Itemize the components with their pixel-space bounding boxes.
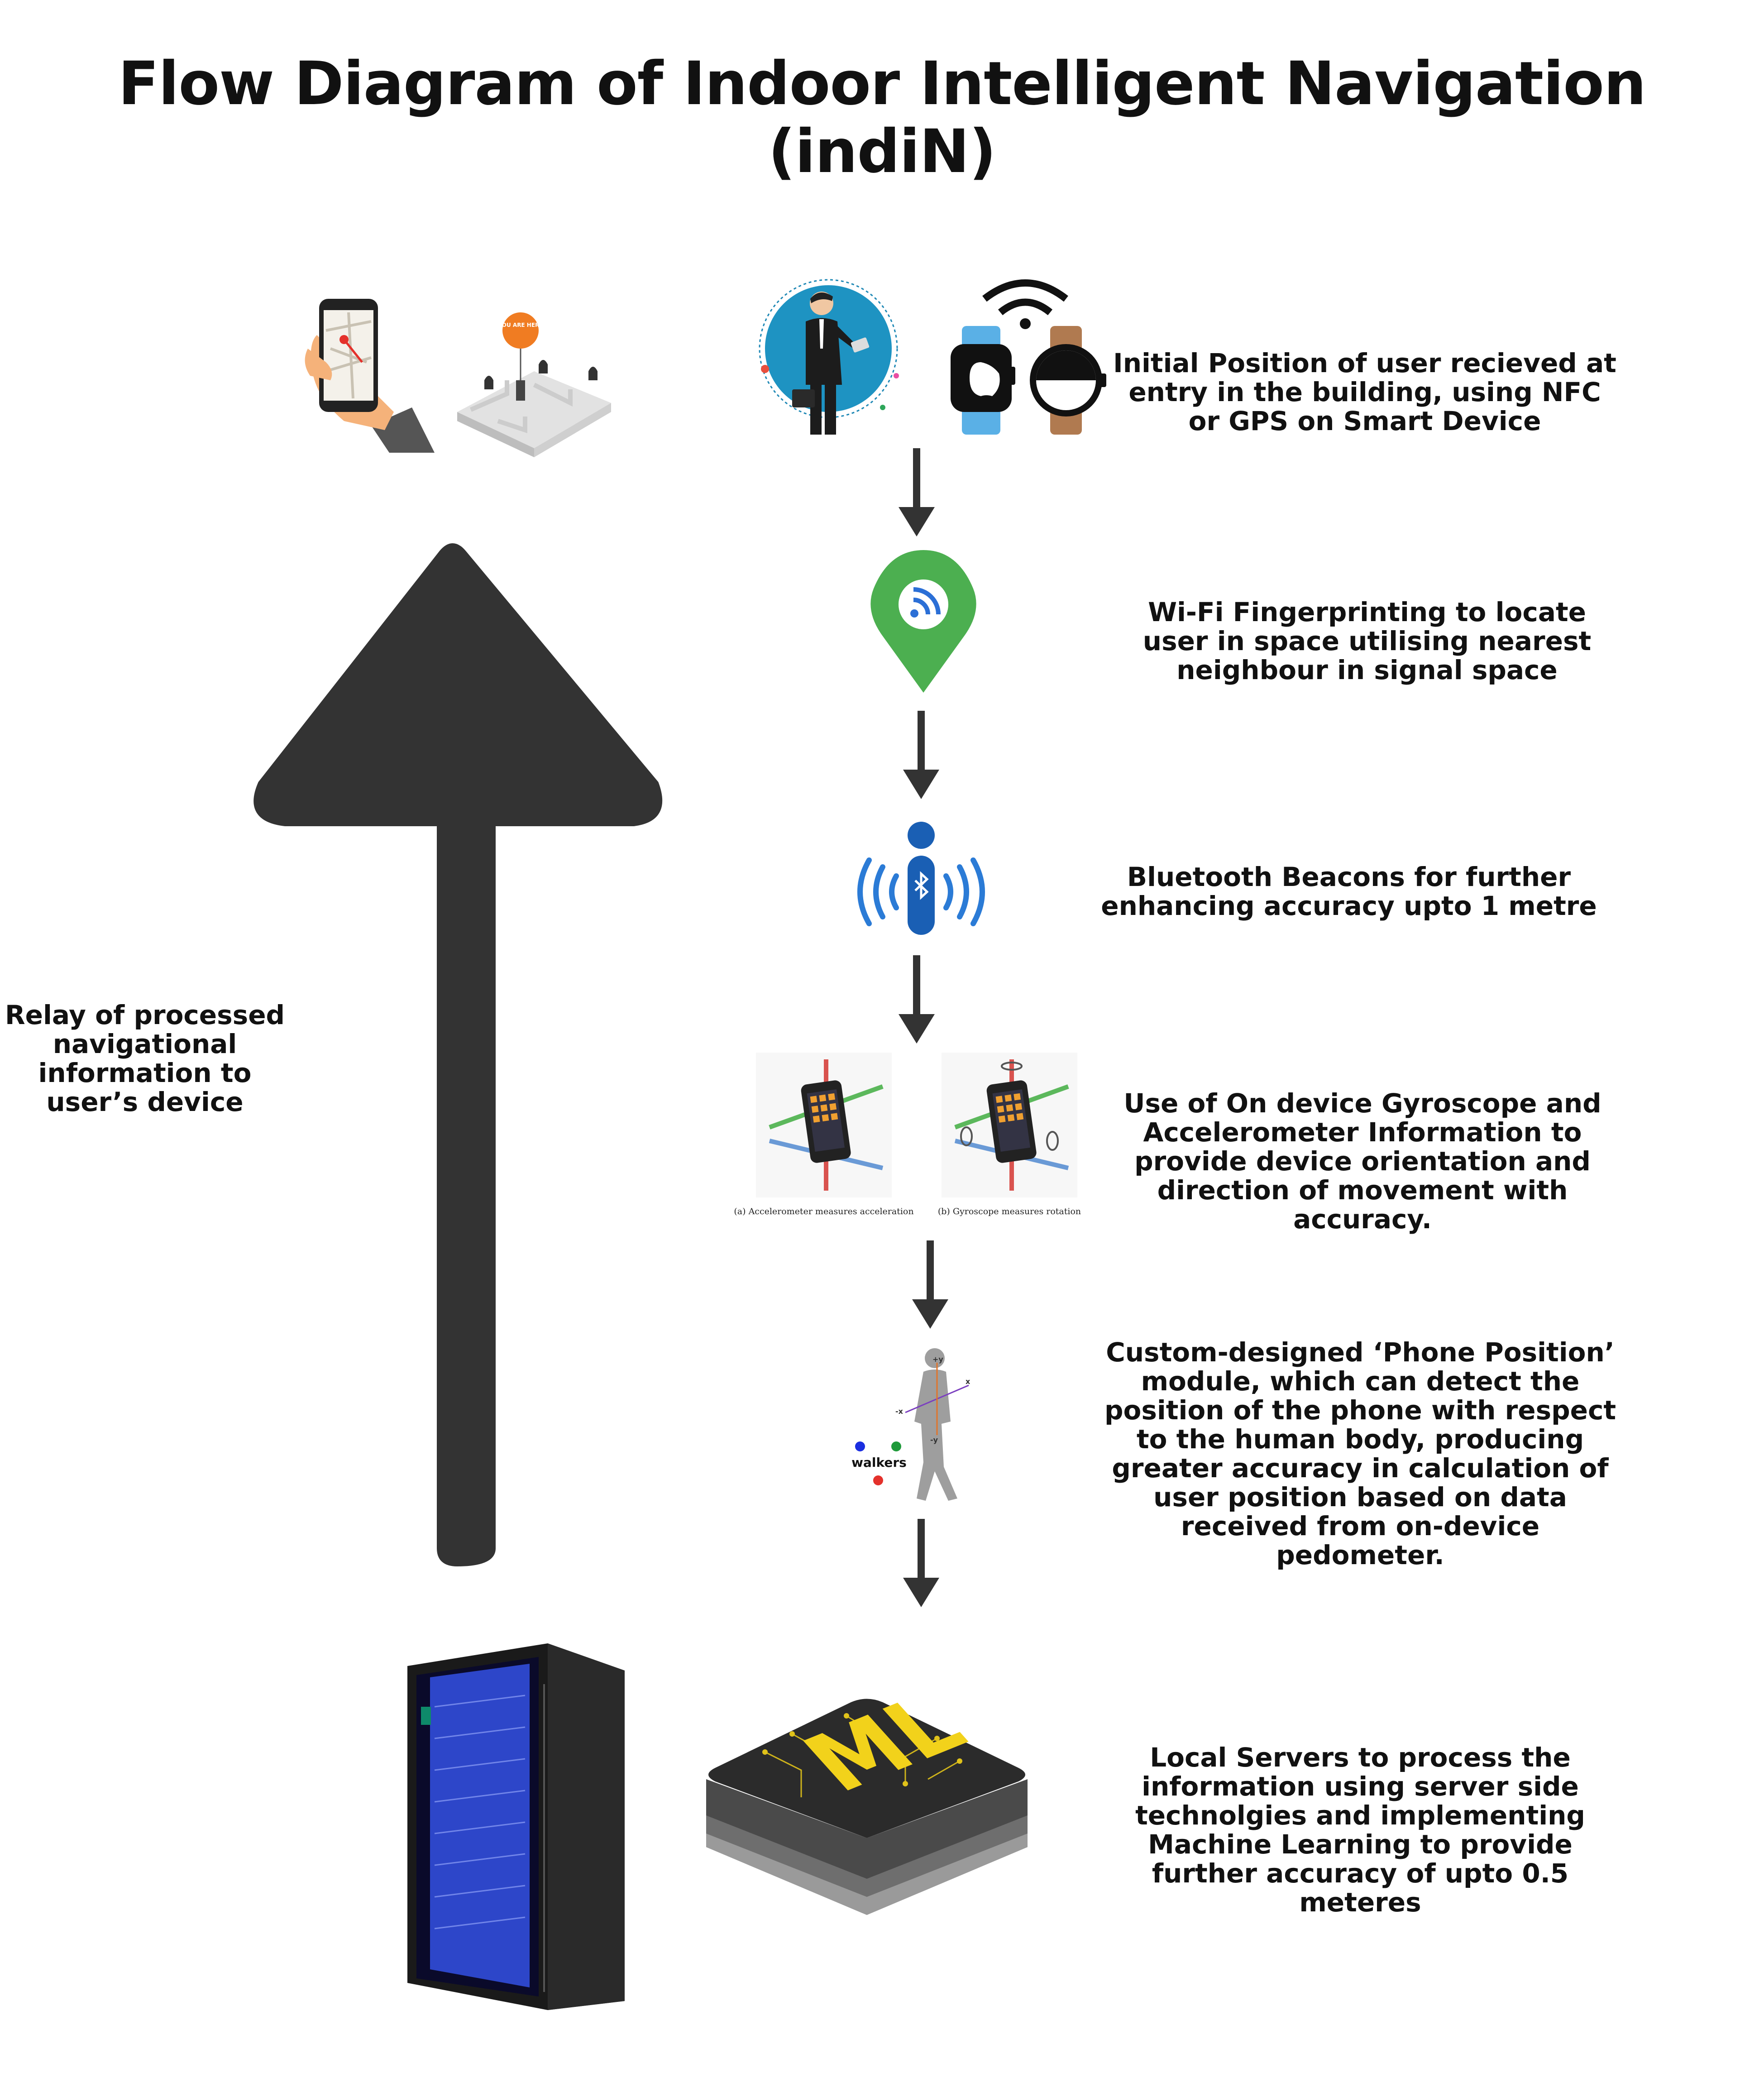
down-arrow-3 (899, 955, 935, 1044)
big-up-arrow (253, 543, 663, 1566)
down-arrow-5 (903, 1519, 939, 1607)
page-title: Flow Diagram of Indoor Intelligent Navig… (0, 50, 1764, 186)
indoor-map-icon: YOU ARE HERE (457, 312, 611, 457)
gyroscope-caption: (b) Gyroscope measures rotation (938, 1206, 1081, 1216)
down-arrow-4 (912, 1240, 948, 1329)
down-arrow-2 (903, 711, 939, 799)
walker-phone-position-icon: x -x +y -y walkers (851, 1348, 970, 1501)
step-4-text: Use of On device Gyroscope and Accelerom… (1123, 1088, 1601, 1235)
accelerometer-caption: (a) Accelerometer measures acceleration (734, 1206, 913, 1216)
svg-text:-y: -y (930, 1436, 938, 1444)
step-5-text: Custom-designed ‘Phone Position’ module,… (1104, 1337, 1616, 1570)
relay-text: Relay of processed navigational informat… (5, 1000, 285, 1117)
bluetooth-beacon-icon (857, 822, 985, 935)
server-rack-icon (407, 1643, 625, 2010)
step-6-text: Local Servers to process the information… (1135, 1742, 1585, 1918)
accelerometer-diagram: (a) Accelerometer measures acceleration (734, 1053, 914, 1216)
walkers-label: walkers (851, 1455, 907, 1470)
gyroscope-diagram: (b) Gyroscope measures rotation (938, 1053, 1081, 1216)
ml-chip-icon: ML (706, 1678, 1028, 1915)
svg-text:+y: +y (932, 1355, 943, 1364)
title-line-1: Flow Diagram of Indoor Intelligent Navig… (118, 49, 1646, 119)
accelerometer-gyroscope-icon: (a) Accelerometer measures acceleration … (734, 1053, 1081, 1216)
wifi-location-pin-icon (870, 550, 976, 693)
hand-phone-icon (305, 299, 435, 453)
down-arrow-1 (899, 448, 935, 536)
step-1-text: Initial Position of user recieved at ent… (1113, 348, 1616, 436)
step-2-text: Wi-Fi Fingerprinting to locate user in s… (1143, 597, 1592, 685)
smartwatch-icon (951, 279, 1106, 435)
title-line-2: (indiN) (768, 117, 996, 187)
svg-text:-x: -x (895, 1407, 904, 1416)
svg-text:x: x (966, 1377, 970, 1386)
step-3-text: Bluetooth Beacons for further enhancing … (1101, 862, 1597, 921)
map-pin-text: YOU ARE HERE (498, 322, 543, 328)
businessman-icon (759, 279, 899, 435)
